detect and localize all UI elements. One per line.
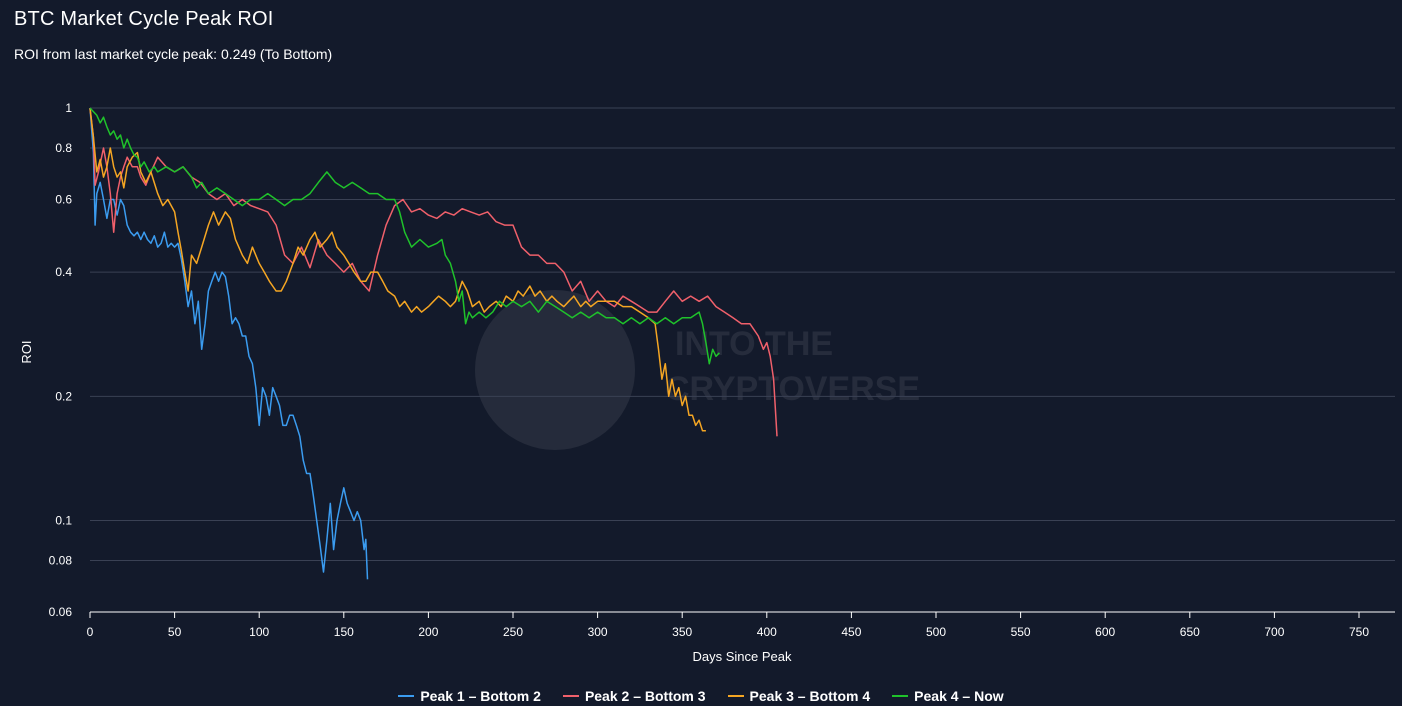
x-axis: 0 50 100 150 200 250 300 350 400 450 500 550 600 650 7… [87,611,1395,639]
x-tick-label: 700 [1264,625,1284,639]
watermark-line1: INTO THE [675,325,833,363]
legend-item-1[interactable]: Peak 1 – Bottom 2 [398,688,541,704]
x-tick-label: 650 [1180,625,1200,639]
y-tick-label: 0.4 [55,265,72,279]
x-tick-label: 450 [841,625,861,639]
legend-label: Peak 1 – Bottom 2 [420,688,541,704]
legend-swatch [562,695,579,697]
legend-label: Peak 2 – Bottom 3 [584,688,706,704]
y-tick-label: 0.1 [55,513,72,527]
x-tick-label: 600 [1095,625,1115,639]
x-tick-label: 350 [672,625,692,639]
y-tick-label: 0.2 [55,389,72,403]
legend-swatch [398,695,415,697]
x-tick-label: 150 [334,625,354,639]
legend-item-2[interactable]: Peak 2 – Bottom 3 [562,688,706,704]
legend-item-3[interactable]: Peak 3 – Bottom 4 [727,688,871,704]
legend-item-4[interactable]: Peak 4 – Now [892,688,1004,704]
y-tick-label: 0.6 [55,193,72,207]
legend-label: Peak 3 – Bottom 4 [749,688,871,704]
chart-subtitle: ROI from last market cycle peak: 0.249 (… [14,46,333,62]
y-tick-label: 0.8 [55,141,72,155]
y-axis: 0.06 0.08 0.1 0.2 0.4 0.6 0.8 1 [49,101,73,619]
legend: Peak 1 – Bottom 2 Peak 2 – Bottom 3 Peak 3… [0,688,1402,704]
x-tick-label: 250 [503,625,523,639]
x-tick-label: 500 [926,625,946,639]
watermark-logo [475,290,635,450]
grid [90,107,1395,561]
legend-swatch [892,695,909,697]
x-tick-label: 0 [87,625,94,639]
y-tick-label: 0.08 [49,553,73,567]
y-axis-title: ROI [19,340,34,363]
legend-label: Peak 4 – Now [914,688,1004,704]
watermark: INTO THE CRYPTOVERSE [475,290,920,450]
x-tick-label: 300 [588,625,608,639]
y-tick-label: 1 [65,101,72,115]
series-line-1[interactable] [89,107,369,580]
watermark-line2: CRYPTOVERSE [665,370,920,408]
chart-title: BTC Market Cycle Peak ROI [14,8,274,30]
x-tick-label: 750 [1349,625,1369,639]
legend-swatch [727,695,744,697]
x-tick-label: 50 [168,625,182,639]
series-layer [89,107,778,580]
chart-svg: INTO THE CRYPTOVERSE 0.060.080.10.20.40.… [19,101,1395,664]
series-line-3[interactable] [89,107,706,432]
x-axis-title: Days Since Peak [693,649,792,664]
y-tick-label: 0.06 [49,605,73,619]
x-tick-label: 550 [1011,625,1031,639]
x-tick-label: 100 [249,625,269,639]
x-tick-label: 400 [757,625,777,639]
x-tick-label: 200 [418,625,438,639]
series-line-4[interactable] [89,107,720,365]
